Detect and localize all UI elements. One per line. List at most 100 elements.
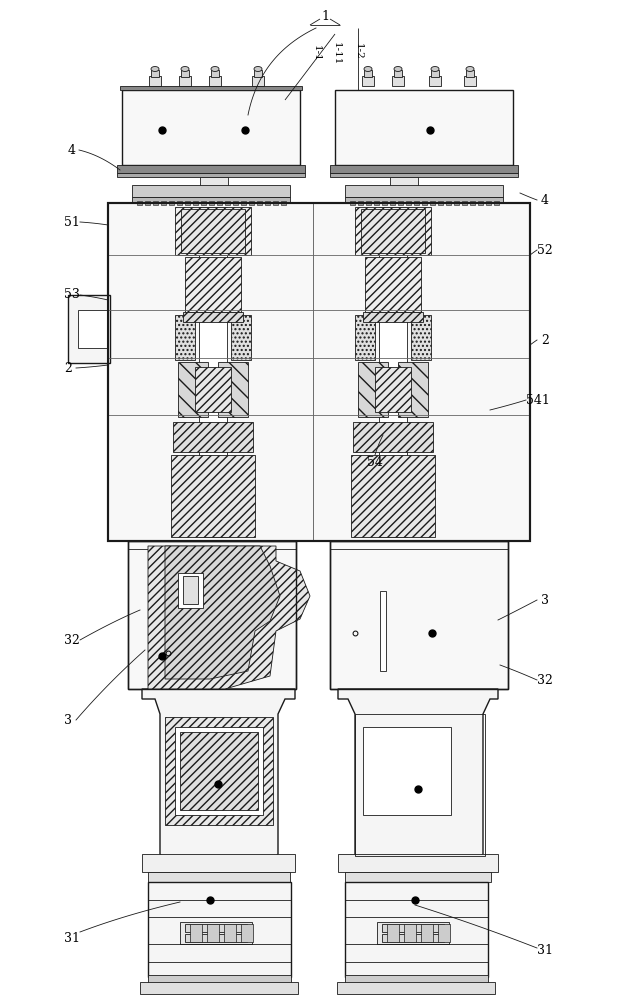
Bar xyxy=(363,727,451,815)
Text: 31: 31 xyxy=(64,932,80,944)
Bar xyxy=(454,201,459,205)
Polygon shape xyxy=(142,689,295,864)
Bar xyxy=(330,541,508,689)
Bar xyxy=(148,975,291,985)
Bar xyxy=(178,573,203,608)
Bar xyxy=(201,201,206,205)
Bar xyxy=(375,367,411,412)
Bar xyxy=(173,422,253,452)
Bar xyxy=(165,717,273,825)
Bar xyxy=(429,76,441,86)
Polygon shape xyxy=(148,546,310,689)
Bar xyxy=(462,201,467,205)
Text: 4: 4 xyxy=(541,194,549,207)
Ellipse shape xyxy=(431,66,439,72)
Bar xyxy=(233,201,238,205)
Bar xyxy=(145,201,150,205)
Bar xyxy=(257,201,262,205)
Bar xyxy=(190,924,202,942)
Text: 54: 54 xyxy=(367,456,383,468)
Bar xyxy=(345,872,491,882)
Bar xyxy=(128,541,296,689)
Bar xyxy=(355,207,431,255)
Bar xyxy=(382,934,444,942)
Bar xyxy=(377,922,449,944)
Text: 1-1: 1-1 xyxy=(311,45,320,62)
Bar xyxy=(392,76,404,86)
Bar xyxy=(225,201,230,205)
Bar xyxy=(438,924,450,942)
Bar xyxy=(390,177,418,195)
Bar xyxy=(350,201,355,205)
Bar xyxy=(211,70,219,77)
Bar xyxy=(330,541,508,689)
Bar xyxy=(68,295,110,363)
Bar xyxy=(120,86,302,90)
Bar xyxy=(273,201,278,205)
Bar xyxy=(78,310,108,348)
Bar xyxy=(345,197,503,202)
Bar xyxy=(406,201,411,205)
Bar xyxy=(178,362,208,417)
Bar xyxy=(330,173,518,177)
Ellipse shape xyxy=(211,66,219,72)
Bar xyxy=(177,201,182,205)
Bar xyxy=(148,872,290,882)
Bar xyxy=(185,924,247,932)
Bar xyxy=(183,312,243,322)
Bar xyxy=(411,315,431,360)
Bar xyxy=(337,982,495,994)
Text: 3: 3 xyxy=(541,593,549,606)
Bar xyxy=(351,455,435,537)
Bar xyxy=(117,165,305,173)
Bar xyxy=(171,455,255,537)
Bar xyxy=(209,76,221,86)
Bar xyxy=(231,315,251,360)
Bar xyxy=(379,207,407,537)
Bar xyxy=(179,76,191,86)
Bar xyxy=(431,70,439,77)
Text: 1-2: 1-2 xyxy=(354,43,362,60)
Text: 51: 51 xyxy=(64,216,80,229)
Bar xyxy=(362,76,374,86)
Bar xyxy=(494,201,499,205)
Bar xyxy=(149,76,161,86)
Text: 52: 52 xyxy=(537,243,553,256)
Bar xyxy=(353,422,433,452)
Bar xyxy=(470,201,475,205)
Bar xyxy=(132,197,290,202)
Bar xyxy=(387,924,399,942)
Bar xyxy=(486,201,491,205)
Bar xyxy=(382,201,387,205)
Bar xyxy=(430,201,435,205)
Bar xyxy=(466,70,474,77)
Text: 32: 32 xyxy=(537,674,553,686)
Bar xyxy=(175,315,195,360)
Bar xyxy=(180,922,252,944)
Bar xyxy=(338,854,498,872)
Text: 31: 31 xyxy=(537,944,553,956)
Bar xyxy=(345,975,488,985)
Bar xyxy=(185,934,247,942)
Bar xyxy=(175,207,251,255)
Text: 4: 4 xyxy=(68,143,76,156)
Bar xyxy=(390,201,395,205)
Bar xyxy=(185,257,241,312)
Bar xyxy=(153,201,158,205)
Bar xyxy=(330,165,518,173)
Text: 53: 53 xyxy=(64,288,80,302)
Bar xyxy=(169,201,174,205)
Bar xyxy=(142,854,295,872)
Bar xyxy=(108,203,530,541)
Bar xyxy=(438,201,443,205)
Bar xyxy=(148,882,291,977)
Polygon shape xyxy=(165,546,280,679)
Bar xyxy=(241,924,253,942)
Bar xyxy=(193,201,198,205)
Bar xyxy=(140,982,298,994)
Ellipse shape xyxy=(181,66,189,72)
Bar xyxy=(366,201,371,205)
Ellipse shape xyxy=(394,66,402,72)
Bar xyxy=(355,315,375,360)
Bar xyxy=(128,541,296,689)
